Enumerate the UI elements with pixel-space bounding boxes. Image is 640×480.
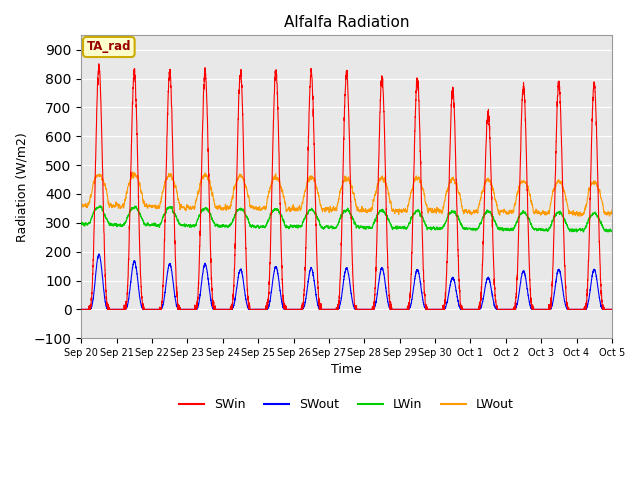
LWout	[608, 207, 616, 213]
Line: SWin: SWin	[81, 64, 612, 310]
SWout	[436, 307, 444, 312]
LWin	[495, 226, 503, 231]
Line: LWout: LWout	[81, 172, 612, 216]
LWin	[465, 226, 473, 231]
SWin	[173, 285, 180, 291]
LWout	[327, 205, 335, 211]
Legend: SWin, SWout, LWin, LWout: SWin, SWout, LWin, LWout	[174, 393, 519, 416]
Text: TA_rad: TA_rad	[86, 40, 131, 53]
LWin	[173, 215, 180, 220]
Line: SWout: SWout	[81, 254, 612, 310]
LWout	[436, 208, 444, 214]
X-axis label: Time: Time	[332, 363, 362, 376]
Title: Alfalfa Radiation: Alfalfa Radiation	[284, 15, 410, 30]
SWout	[465, 307, 473, 312]
SWout	[77, 307, 85, 312]
LWout	[465, 209, 473, 215]
SWin	[608, 307, 616, 312]
SWout	[495, 307, 503, 312]
LWin	[580, 229, 588, 235]
LWout	[129, 169, 136, 175]
SWout	[608, 307, 616, 312]
SWin	[495, 307, 503, 312]
LWin	[436, 226, 444, 232]
SWout	[327, 307, 335, 312]
Line: LWin: LWin	[81, 205, 612, 232]
SWout	[607, 307, 615, 312]
SWin	[327, 307, 335, 312]
LWin	[77, 220, 85, 226]
LWin	[96, 203, 104, 208]
Y-axis label: Radiation (W/m2): Radiation (W/m2)	[15, 132, 28, 241]
SWin	[436, 307, 444, 312]
SWout	[173, 302, 180, 308]
LWin	[607, 228, 615, 234]
LWout	[173, 189, 180, 194]
LWin	[327, 224, 335, 230]
LWout	[77, 203, 85, 208]
SWin	[77, 307, 85, 312]
LWout	[605, 213, 613, 219]
SWout	[95, 251, 102, 257]
LWin	[608, 228, 616, 234]
LWout	[607, 211, 615, 216]
SWin	[95, 61, 102, 67]
SWin	[465, 307, 473, 312]
LWout	[495, 212, 503, 217]
SWin	[607, 307, 615, 312]
